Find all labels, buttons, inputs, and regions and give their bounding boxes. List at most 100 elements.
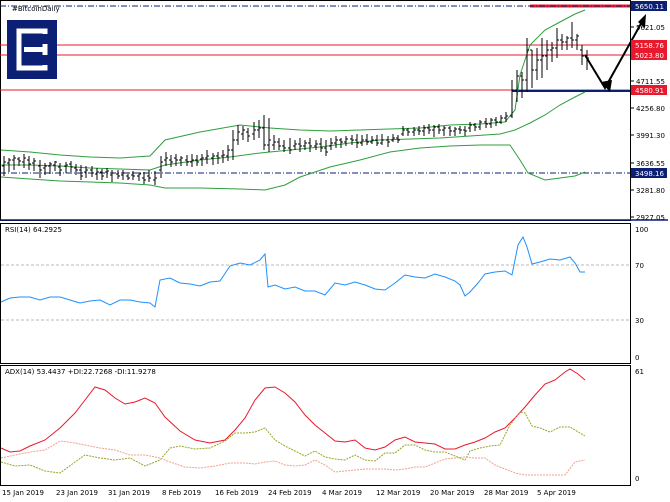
x-tick-label: 16 Feb 2019 <box>215 489 259 497</box>
ohlc-bar <box>329 138 333 150</box>
ohlc-bar <box>308 138 312 152</box>
ohlc-bar <box>32 158 36 171</box>
adx-panel-frame <box>0 365 631 486</box>
svg-text:5158.76: 5158.76 <box>635 42 664 50</box>
ohlc-bar <box>504 112 508 122</box>
ohlc-bar <box>241 126 245 140</box>
ohlc-bar <box>257 120 261 138</box>
projection-arrowhead-up <box>638 14 646 28</box>
ohlc-bar <box>174 154 178 166</box>
ohlc-bar <box>380 134 384 145</box>
ohlc-bar <box>147 170 151 182</box>
ohlc-bar <box>535 48 539 80</box>
ohlc-bar <box>520 72 524 98</box>
ohlc-bar <box>560 34 564 50</box>
ohlc-bar <box>530 49 534 88</box>
ohlc-bar <box>391 134 395 142</box>
rsi-tick: 0 <box>635 354 639 362</box>
ohlc-bar <box>314 140 318 150</box>
ohlc-bar <box>185 155 189 166</box>
ohlc-bar <box>580 45 584 65</box>
ohlc-bar <box>386 136 390 147</box>
ohlc-bar <box>555 28 559 58</box>
adx-main-line <box>0 368 586 453</box>
ohlc-bar <box>74 164 78 175</box>
ohlc-bar <box>350 135 354 145</box>
ohlc-bar <box>427 124 431 134</box>
x-tick-label: 8 Feb 2019 <box>162 489 201 497</box>
ohlc-bar <box>84 166 88 178</box>
ohlc-bar <box>22 154 26 168</box>
ohlc-bar <box>246 128 250 142</box>
price-panel-title: #BitcoinDaily <box>12 5 60 13</box>
x-tick-label: 20 Mar 2019 <box>430 489 474 497</box>
ohlc-bar <box>226 145 230 161</box>
ohlc-bar <box>164 152 168 166</box>
price-tick: 3281.80 <box>636 187 665 195</box>
ohlc-bar <box>43 163 47 175</box>
ohlc-bar <box>515 70 519 102</box>
price-panel-frame <box>0 0 631 221</box>
ohlc-bar <box>190 154 194 167</box>
ohlc-bar <box>412 127 416 136</box>
ohlc-bar <box>267 118 271 152</box>
ohlc-bar <box>79 165 83 180</box>
ohlc-bar <box>484 118 488 128</box>
ohlc-bar <box>142 172 146 184</box>
level-label-5650: 5650.11 <box>631 1 667 11</box>
ohlc-bar <box>236 125 240 145</box>
ohlc-bar <box>95 168 99 180</box>
ohlc-bar <box>565 36 569 50</box>
ohlc-bar <box>401 126 405 136</box>
ohlc-bar <box>448 126 452 136</box>
ohlc-bar <box>110 170 114 182</box>
adx-y-axis: 61 0 <box>635 368 644 483</box>
level-label-4580: 4580.91 <box>631 85 667 95</box>
ohlc-bar <box>478 120 482 130</box>
rsi-tick: 30 <box>635 317 644 325</box>
ohlc-bar <box>540 38 544 78</box>
ohlc-bar <box>406 128 410 136</box>
ohlc-bar <box>126 172 130 180</box>
rsi-tick: 100 <box>635 226 648 234</box>
ohlc-bar <box>179 156 183 166</box>
ohlc-bar <box>12 155 16 170</box>
ohlc-bar <box>100 169 104 180</box>
ohlc-bar <box>442 126 446 136</box>
ohlc-bar <box>27 156 31 170</box>
price-tick: 4711.55 <box>636 78 665 86</box>
ohlc-bar <box>422 125 426 136</box>
ohlc-bar <box>499 115 503 124</box>
ohlc-bar <box>417 126 421 135</box>
ohlc-bar <box>277 138 281 150</box>
svg-text:5650.11: 5650.11 <box>635 3 664 11</box>
ohlc-bar <box>494 117 498 126</box>
level-label-5023: 5023.80 <box>631 50 667 60</box>
ohlc-bar <box>375 135 379 146</box>
ohlc-bar <box>303 140 307 150</box>
price-tick: 3636.55 <box>636 160 665 168</box>
ohlc-bar <box>463 126 467 136</box>
ohlc-bar <box>575 34 579 50</box>
ohlc-bar <box>221 150 225 163</box>
ohlc-bar <box>69 161 73 172</box>
ohlc-bar <box>205 150 209 164</box>
ohlc-bar <box>365 134 369 145</box>
x-tick-label: 4 Mar 2019 <box>322 489 362 497</box>
level-label-3498: 3498.16 <box>631 168 667 178</box>
ohlc-bar <box>211 153 215 165</box>
projection-path <box>584 19 644 90</box>
ohlc-bar <box>64 162 68 173</box>
price-tick: 5621.05 <box>636 24 665 32</box>
price-tick: 2927.05 <box>636 214 665 222</box>
ohlc-bar <box>53 161 57 171</box>
price-tick: 4256.80 <box>636 105 665 113</box>
ohlc-bar <box>90 166 94 177</box>
di-plus-line <box>0 411 586 474</box>
ohlc-bar <box>216 152 220 164</box>
ohlc-bar <box>2 156 6 176</box>
ohlc-bar <box>360 135 364 146</box>
ohlc-bar <box>432 125 436 137</box>
ohlc-bar <box>38 160 42 178</box>
exness-logo-icon <box>7 20 57 79</box>
